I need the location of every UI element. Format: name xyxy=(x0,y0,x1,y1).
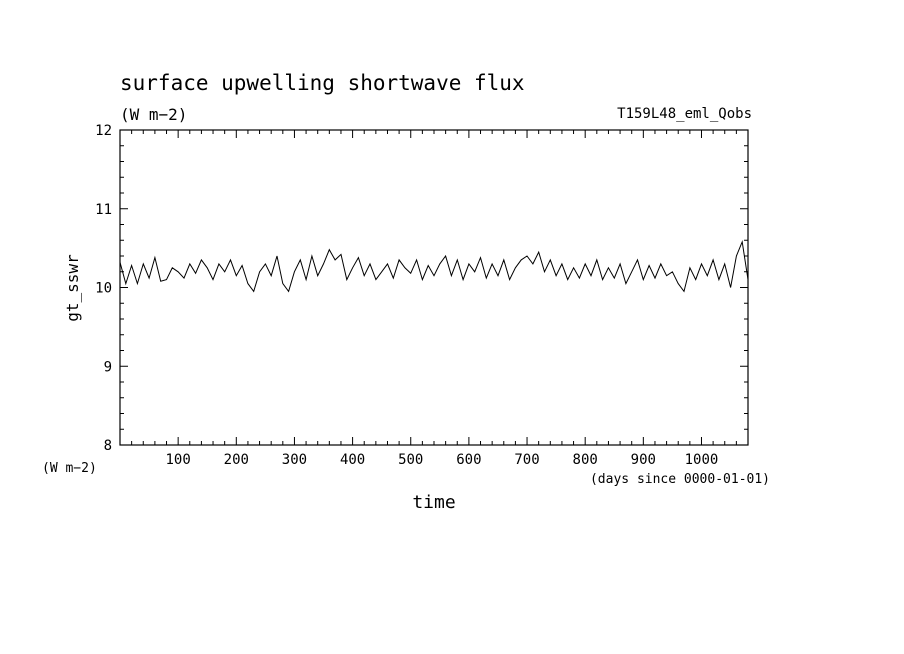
x-tick-label: 800 xyxy=(573,452,598,468)
y-tick-label: 9 xyxy=(104,359,112,375)
y-tick-label: 8 xyxy=(104,438,112,454)
chart-title: surface upwelling shortwave flux xyxy=(120,71,525,95)
plot-frame xyxy=(119,129,749,446)
x-tick-label: 200 xyxy=(224,452,249,468)
x-tick-label: 400 xyxy=(340,452,365,468)
series-line xyxy=(119,239,749,293)
x-tick-label: 500 xyxy=(398,452,423,468)
y-units-label: (W m−2) xyxy=(42,461,97,476)
x-tick-label: 300 xyxy=(282,452,307,468)
y-axis-label: gt_sswr xyxy=(63,254,82,322)
chart-subtitle: (W m−2) xyxy=(120,105,187,124)
run-label: T159L48_eml_Qobs xyxy=(617,106,752,122)
x-tick-label: 700 xyxy=(514,452,539,468)
x-tick-label: 600 xyxy=(456,452,481,468)
x-units-label: (days since 0000-01-01) xyxy=(590,472,770,487)
y-axis: 8 9 10 11 12 xyxy=(95,123,748,454)
x-tick-label: 1000 xyxy=(685,452,719,468)
y-tick-label: 12 xyxy=(95,123,112,139)
y-tick-label: 11 xyxy=(95,202,112,218)
x-axis: 100 200 300 400 500 600 700 800 900 1000 xyxy=(131,130,737,468)
y-tick-label: 10 xyxy=(95,281,112,297)
x-axis-label: time xyxy=(412,492,455,513)
x-tick-label: 100 xyxy=(165,452,190,468)
x-tick-label: 900 xyxy=(631,452,656,468)
